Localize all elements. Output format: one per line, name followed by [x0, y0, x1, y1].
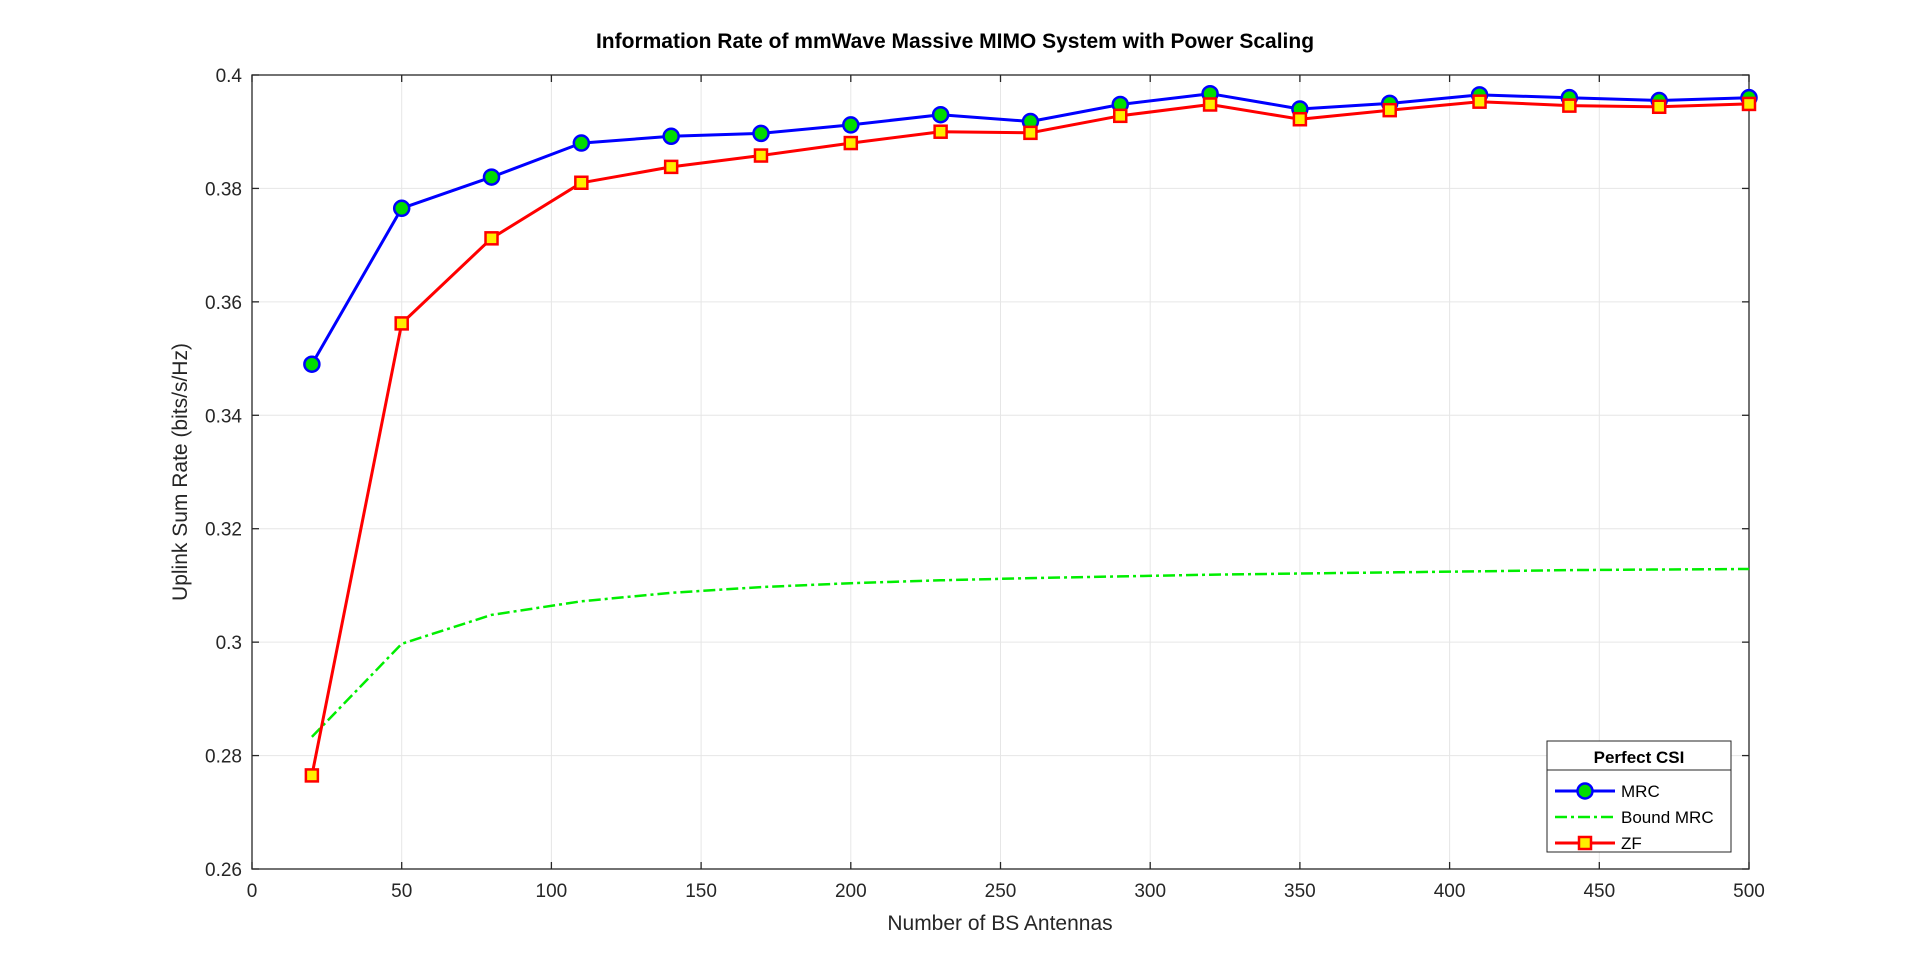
data-point: [1294, 113, 1306, 125]
data-point: [665, 161, 677, 173]
x-tick-label: 100: [536, 881, 568, 902]
y-tick-label: 0.4: [216, 66, 243, 87]
data-point: [933, 107, 948, 122]
data-point: [1743, 98, 1755, 110]
data-point: [1024, 127, 1036, 139]
data-point: [1384, 104, 1396, 116]
data-point: [486, 232, 498, 244]
data-point: [306, 769, 318, 781]
data-point: [394, 201, 409, 216]
x-tick-label: 300: [1134, 881, 1166, 902]
data-point: [396, 317, 408, 329]
x-tick-label: 450: [1583, 881, 1615, 902]
data-point: [574, 136, 589, 151]
legend-label: Bound MRC: [1621, 808, 1714, 827]
x-tick-label: 200: [835, 881, 867, 902]
x-tick-label: 350: [1284, 881, 1316, 902]
legend-title: Perfect CSI: [1594, 748, 1685, 767]
x-tick-label: 150: [685, 881, 717, 902]
y-tick-label: 0.26: [205, 860, 242, 881]
data-point: [845, 137, 857, 149]
x-tick-label: 500: [1733, 881, 1765, 902]
x-tick-label: 400: [1434, 881, 1466, 902]
data-point: [1563, 100, 1575, 112]
legend-label: ZF: [1621, 834, 1642, 853]
data-point: [484, 170, 499, 185]
legend-swatch-marker: [1579, 837, 1591, 849]
data-point: [575, 177, 587, 189]
y-tick-label: 0.34: [205, 406, 242, 427]
x-tick-label: 50: [391, 881, 412, 902]
data-point: [664, 129, 679, 144]
y-tick-label: 0.32: [205, 520, 242, 541]
x-tick-label: 250: [985, 881, 1017, 902]
legend-label: MRC: [1621, 782, 1660, 801]
y-tick-label: 0.3: [216, 633, 242, 654]
data-point: [1204, 98, 1216, 110]
y-tick-label: 0.38: [205, 179, 242, 200]
y-axis-label: Uplink Sum Rate (bits/s/Hz): [169, 343, 192, 601]
data-point: [1653, 101, 1665, 113]
data-point: [755, 150, 767, 162]
y-tick-label: 0.36: [205, 293, 242, 314]
y-tick-label: 0.28: [205, 747, 242, 768]
legend-swatch-marker: [1578, 784, 1593, 799]
data-point: [1474, 96, 1486, 108]
data-point: [843, 117, 858, 132]
data-point: [1114, 110, 1126, 122]
chart-title: Information Rate of mmWave Massive MIMO …: [596, 30, 1314, 53]
data-point: [304, 357, 319, 372]
x-tick-label: 0: [247, 881, 258, 902]
data-point: [753, 126, 768, 141]
x-axis-label: Number of BS Antennas: [887, 912, 1112, 935]
data-point: [935, 126, 947, 138]
legend: Perfect CSI MRC Bound MRC ZF: [1547, 741, 1731, 853]
